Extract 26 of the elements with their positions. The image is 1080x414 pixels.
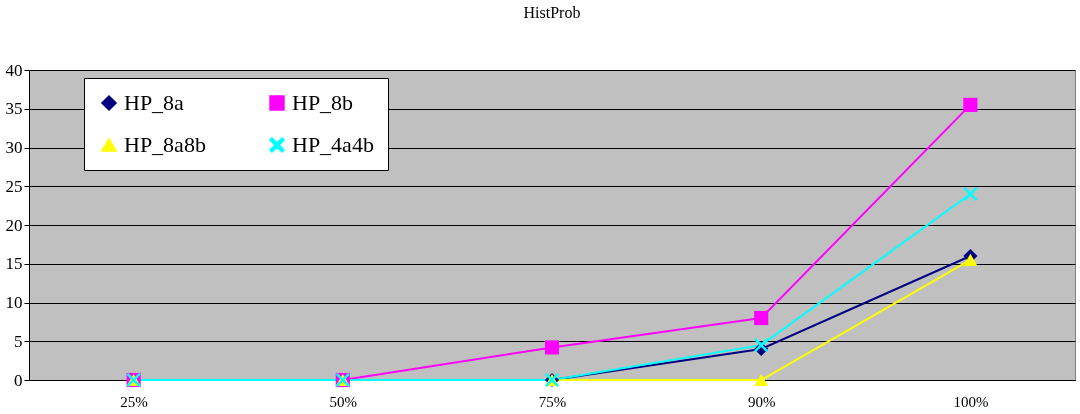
point: [754, 373, 769, 387]
y-tick-label: 0: [14, 370, 23, 390]
y-tick-label: 25: [5, 176, 23, 196]
x-tick-label: 100%: [953, 393, 989, 410]
y-tick-label: 15: [5, 254, 23, 274]
point: [544, 340, 560, 355]
x-tick-label: 75%: [538, 393, 567, 410]
x-tick-label: 90%: [747, 393, 776, 410]
point: [963, 97, 978, 112]
point: [754, 310, 769, 326]
legend-label: HP_8a8b: [124, 132, 206, 157]
y-tick-label: 35: [5, 99, 23, 119]
point: [963, 253, 978, 266]
x-tick-label: 50%: [329, 393, 358, 410]
y-tick-label: 5: [14, 331, 23, 351]
x-tick-label: 25%: [120, 393, 148, 410]
point: [754, 338, 769, 353]
chart-title: HistProb: [523, 4, 581, 21]
y-tick-label: 10: [5, 293, 23, 312]
legend-label: HP_8b: [292, 90, 354, 115]
y-tick-label: 20: [5, 215, 23, 235]
legend-label: HP_4a4b: [292, 132, 374, 157]
y-tick-label: 30: [5, 138, 23, 157]
y-tick-label: 40: [5, 60, 23, 80]
point: [963, 186, 978, 202]
legend-label: HP_8a: [124, 90, 185, 115]
